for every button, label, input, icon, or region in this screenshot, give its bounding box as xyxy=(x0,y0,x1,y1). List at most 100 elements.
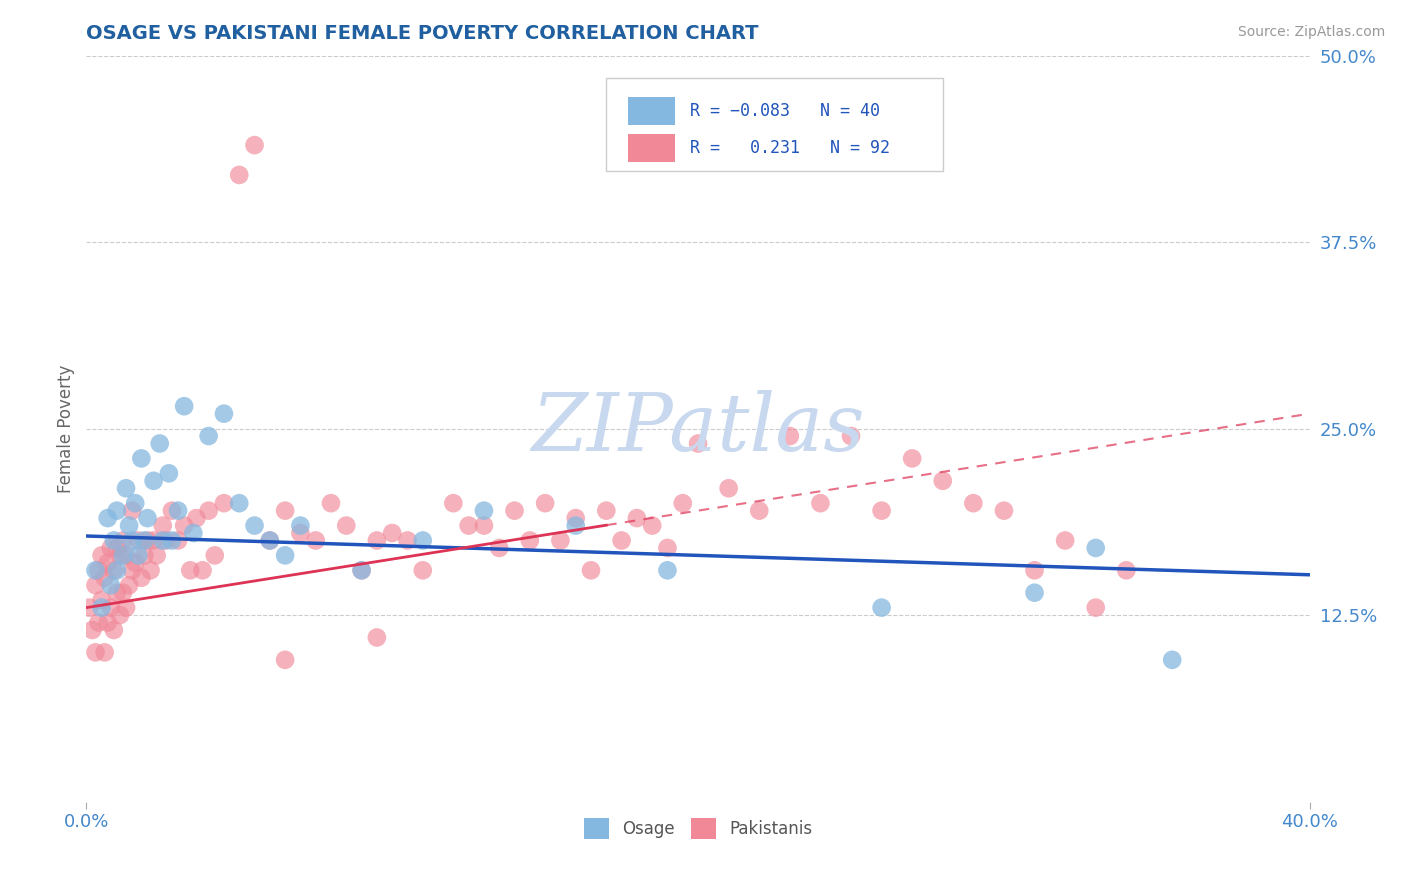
Text: R =   0.231   N = 92: R = 0.231 N = 92 xyxy=(689,139,890,157)
Point xyxy=(657,541,679,555)
Point xyxy=(105,585,128,599)
Point xyxy=(131,451,153,466)
Point xyxy=(84,645,107,659)
Point xyxy=(173,518,195,533)
Point xyxy=(100,541,122,555)
Point xyxy=(672,496,695,510)
Point xyxy=(87,563,110,577)
Point xyxy=(243,518,266,533)
Point xyxy=(1054,533,1077,548)
Point xyxy=(136,533,159,548)
Point xyxy=(396,533,419,548)
Point xyxy=(335,518,357,533)
Point xyxy=(381,526,404,541)
Point xyxy=(412,563,434,577)
Point xyxy=(472,518,495,533)
Point xyxy=(657,563,679,577)
Point xyxy=(115,600,138,615)
Point xyxy=(167,533,190,548)
Point xyxy=(93,645,115,659)
Point xyxy=(183,526,205,541)
Point xyxy=(412,533,434,548)
Point xyxy=(488,541,510,555)
Point xyxy=(626,511,648,525)
Point xyxy=(134,549,156,563)
Point xyxy=(228,168,250,182)
Point xyxy=(108,549,131,563)
Point xyxy=(350,563,373,577)
Point xyxy=(641,518,664,533)
Point xyxy=(127,533,149,548)
Point xyxy=(305,533,328,548)
Point xyxy=(142,533,165,548)
Point xyxy=(274,653,297,667)
Point xyxy=(259,533,281,548)
Point xyxy=(212,407,235,421)
FancyBboxPatch shape xyxy=(628,134,675,162)
Point xyxy=(901,451,924,466)
Point xyxy=(579,563,602,577)
Point xyxy=(717,481,740,495)
Point xyxy=(1161,653,1184,667)
Point xyxy=(121,563,143,577)
Point xyxy=(167,503,190,517)
Point xyxy=(243,138,266,153)
Point xyxy=(111,549,134,563)
Point xyxy=(179,563,201,577)
Point xyxy=(993,503,1015,517)
Point xyxy=(274,549,297,563)
Point xyxy=(103,563,125,577)
Point xyxy=(100,600,122,615)
Text: R = −0.083   N = 40: R = −0.083 N = 40 xyxy=(689,102,880,120)
Point xyxy=(124,556,146,570)
Point xyxy=(197,429,219,443)
Y-axis label: Female Poverty: Female Poverty xyxy=(58,365,75,492)
Point xyxy=(1024,585,1046,599)
Point xyxy=(366,631,388,645)
Point xyxy=(105,563,128,577)
Point xyxy=(97,556,120,570)
Point xyxy=(157,467,180,481)
Point xyxy=(610,533,633,548)
Point xyxy=(503,503,526,517)
Point xyxy=(274,503,297,517)
Point xyxy=(534,496,557,510)
Point xyxy=(152,533,174,548)
Point xyxy=(87,615,110,630)
Point xyxy=(160,503,183,517)
Point xyxy=(127,549,149,563)
Point xyxy=(870,600,893,615)
Point xyxy=(115,481,138,495)
Point xyxy=(290,518,312,533)
Point xyxy=(472,503,495,517)
Point xyxy=(84,563,107,577)
Point xyxy=(115,549,138,563)
Point xyxy=(79,600,101,615)
Point xyxy=(290,526,312,541)
Point xyxy=(779,429,801,443)
Point xyxy=(1084,541,1107,555)
Point xyxy=(550,533,572,548)
Point xyxy=(186,511,208,525)
Point xyxy=(1084,600,1107,615)
Point xyxy=(97,615,120,630)
Point xyxy=(105,541,128,555)
Point xyxy=(142,474,165,488)
Point xyxy=(1115,563,1137,577)
Point xyxy=(870,503,893,517)
Point xyxy=(145,549,167,563)
Point xyxy=(121,533,143,548)
Point xyxy=(100,578,122,592)
Point xyxy=(228,496,250,510)
Point xyxy=(84,578,107,592)
Point xyxy=(962,496,984,510)
Point xyxy=(103,623,125,637)
Point xyxy=(121,503,143,517)
Point xyxy=(212,496,235,510)
Point xyxy=(810,496,832,510)
Point xyxy=(155,533,177,548)
Point xyxy=(93,571,115,585)
Point xyxy=(136,511,159,525)
Point xyxy=(149,436,172,450)
Point xyxy=(686,436,709,450)
